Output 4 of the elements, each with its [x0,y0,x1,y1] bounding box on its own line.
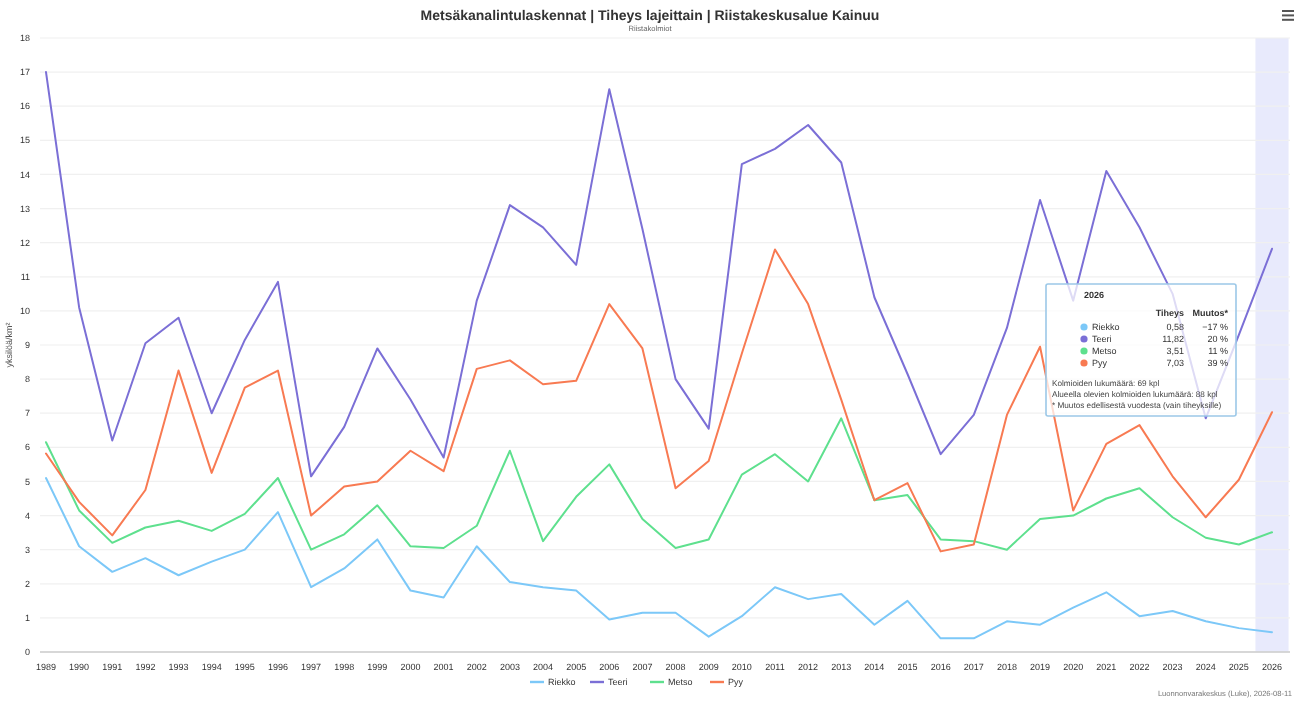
line-series [45,417,1273,551]
line-series [45,248,1273,553]
line-series [45,477,1273,640]
line-series [45,71,1273,478]
